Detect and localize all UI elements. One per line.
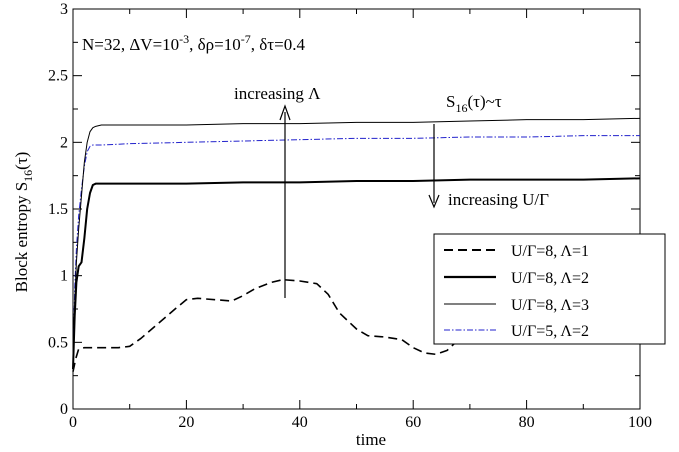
scaling-annotation: S16(τ)~τ (446, 92, 502, 115)
y-tick-label: 1 (60, 268, 68, 285)
y-tick-label: 2.5 (48, 68, 68, 85)
x-axis-label: time (356, 430, 386, 449)
y-tick-label: 0 (60, 401, 68, 418)
series-layer (72, 117, 641, 372)
x-tick-label: 20 (178, 414, 194, 431)
legend-entry-3: U/Γ=5, Λ=2 (511, 323, 589, 340)
increasing-u-label: increasing U/Γ (448, 190, 549, 209)
series-line-2 (72, 117, 641, 370)
x-tick-label: 100 (628, 414, 652, 431)
increasing-lambda-label: increasing Λ (234, 84, 321, 103)
x-tick-label: 80 (519, 414, 535, 431)
legend-entry-2: U/Γ=8, Λ=3 (511, 297, 589, 314)
parameter-annotation: N=32, ΔV=10-3, δρ=10-7, δτ=0.4 (82, 32, 305, 54)
x-tick-label: 40 (292, 414, 308, 431)
x-tick-label: 60 (405, 414, 421, 431)
plot-frame (72, 8, 641, 410)
legend: U/Γ=8, Λ=1 U/Γ=8, Λ=2 U/Γ=8, Λ=3 U/Γ=5, … (433, 233, 666, 345)
y-axis-label: Block entropy S16(τ) (12, 152, 35, 293)
series-line-3 (72, 135, 640, 370)
y-tick-label: 1.5 (48, 201, 68, 218)
y-tick-label: 2 (60, 134, 68, 151)
y-tick-label: 0.5 (48, 334, 68, 351)
x-tick-label: 0 (69, 414, 77, 431)
series-line-1 (72, 177, 641, 370)
legend-entry-1: U/Γ=8, Λ=2 (511, 270, 589, 287)
legend-entry-0: U/Γ=8, Λ=1 (511, 243, 589, 260)
y-tick-label: 3 (60, 1, 68, 18)
axis-ticks: 0 20 40 60 80 100 0 0.5 1 1.5 2 2.5 3 (48, 1, 652, 431)
plot-area: 0 20 40 60 80 100 0 0.5 1 1.5 2 2.5 3 (48, 1, 652, 431)
series-line-0 (72, 278, 471, 372)
increasing-lambda-arrow (279, 104, 291, 298)
increasing-u-arrow (428, 124, 440, 209)
